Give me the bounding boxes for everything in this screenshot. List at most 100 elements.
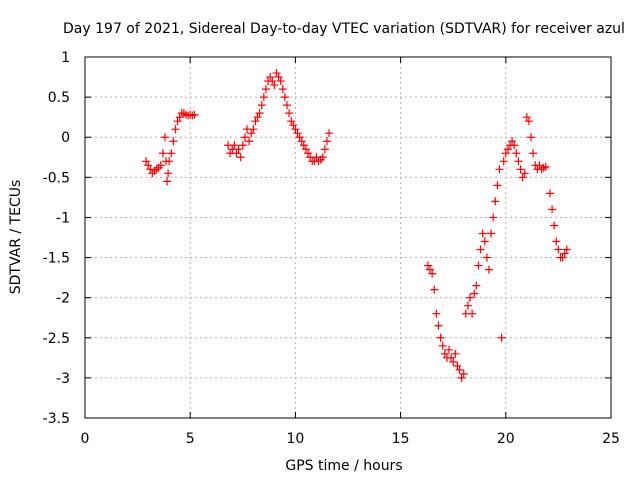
data-point: [163, 177, 172, 186]
data-point: [280, 93, 289, 102]
data-point: [478, 229, 487, 238]
data-point: [550, 221, 559, 230]
data-point: [522, 113, 531, 122]
data-point: [230, 141, 239, 150]
data-point: [173, 117, 182, 126]
data-point: [535, 161, 544, 170]
data-point: [432, 309, 441, 318]
data-point: [508, 137, 517, 146]
y-tick-label: -2: [56, 291, 70, 307]
data-point: [285, 109, 294, 118]
data-point: [476, 245, 485, 254]
data-point: [251, 117, 260, 126]
x-tick-label: 25: [602, 431, 620, 447]
data-point: [453, 361, 462, 370]
data-point: [304, 149, 313, 158]
data-point: [257, 101, 266, 110]
data-point: [171, 125, 180, 134]
x-tick-label: 5: [186, 431, 195, 447]
data-point: [430, 285, 439, 294]
data-point: [322, 137, 331, 146]
data-point: [253, 113, 262, 122]
data-point: [552, 237, 561, 246]
data-point: [299, 141, 308, 150]
data-point: [529, 149, 538, 158]
data-point: [247, 129, 256, 138]
data-point: [259, 93, 268, 102]
data-point: [438, 341, 447, 350]
x-tick-label: 15: [392, 431, 410, 447]
data-point: [278, 85, 287, 94]
data-point: [459, 369, 468, 378]
data-point: [249, 125, 258, 134]
y-tick-label: 1: [61, 50, 70, 66]
data-point: [455, 365, 464, 374]
data-point: [489, 213, 498, 222]
data-point: [501, 149, 510, 158]
data-point: [325, 129, 334, 138]
y-tick-label: -2.5: [43, 331, 70, 347]
data-point: [480, 237, 489, 246]
data-point: [518, 173, 527, 182]
data-point: [444, 345, 453, 354]
data-point: [491, 197, 500, 206]
data-point: [527, 133, 536, 142]
x-axis-tick-labels: 0 5 10 15 20 25: [81, 431, 620, 447]
data-point: [156, 161, 165, 170]
y-tick-label: 0: [61, 130, 70, 146]
y-tick-label: -1.5: [43, 251, 70, 267]
data-point: [548, 205, 557, 214]
data-point: [293, 129, 302, 138]
data-point: [493, 181, 502, 190]
data-point: [167, 149, 176, 158]
data-point: [287, 117, 296, 126]
chart-title: Day 197 of 2021, Sidereal Day-to-day VTE…: [63, 21, 625, 37]
plot-frame: [84, 56, 612, 419]
data-point: [499, 157, 508, 166]
data-point: [297, 137, 306, 146]
data-point: [520, 169, 529, 178]
data-point: [234, 145, 243, 154]
data-point: [232, 149, 241, 158]
grid: [85, 57, 611, 418]
data-point: [545, 189, 554, 198]
data-point: [484, 265, 493, 274]
data-point: [434, 321, 443, 330]
data-point: [503, 145, 512, 154]
data-point: [426, 265, 435, 274]
data-point: [266, 73, 275, 82]
data-point: [255, 109, 264, 118]
data-point: [158, 149, 167, 158]
data-point: [449, 357, 458, 366]
data-point: [466, 293, 475, 302]
data-point: [236, 153, 245, 162]
data-point: [428, 269, 437, 278]
data-point: [238, 141, 247, 150]
data-point: [558, 253, 567, 262]
data-point: [457, 373, 466, 382]
data-point: [482, 253, 491, 262]
data-point: [495, 165, 504, 174]
data-point: [514, 157, 523, 166]
data-point: [164, 169, 173, 178]
y-tick-label: 0.5: [48, 90, 70, 106]
data-point: [470, 289, 479, 298]
data-point: [510, 141, 519, 150]
y-tick-label: -3: [56, 371, 70, 387]
y-axis-label: SDTVAR / TECUs: [8, 180, 24, 295]
data-point: [295, 133, 304, 142]
x-axis-label: GPS time / hours: [285, 458, 402, 474]
data-point: [562, 245, 571, 254]
data-point: [282, 101, 291, 110]
data-point: [451, 349, 460, 358]
data-point: [560, 249, 569, 258]
data-point: [261, 85, 270, 94]
data-point: [152, 165, 161, 174]
x-tick-label: 20: [497, 431, 515, 447]
data-series-sdtvar: [142, 69, 571, 382]
data-point: [554, 245, 563, 254]
data-point: [142, 157, 151, 166]
data-point: [487, 229, 496, 238]
data-point: [165, 157, 174, 166]
